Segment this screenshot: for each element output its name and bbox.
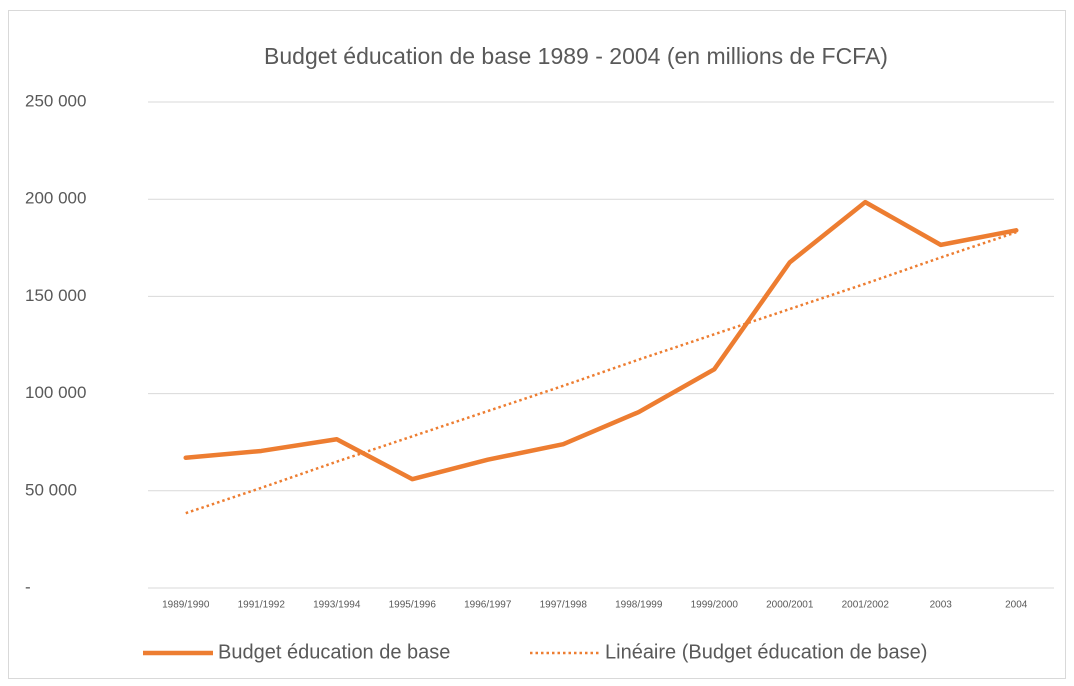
x-tick-label: 1998/1999 [615, 600, 663, 611]
x-tick-label: 1999/2000 [691, 600, 739, 611]
y-tick-label: 50 000 [25, 480, 77, 499]
y-tick-label: - [25, 577, 31, 596]
x-tick-label: 2004 [1005, 600, 1028, 611]
x-tick-label: 1989/1990 [162, 600, 210, 611]
x-tick-label: 1997/1998 [540, 600, 588, 611]
y-tick-label: 150 000 [25, 286, 86, 305]
chart-title: Budget éducation de base 1989 - 2004 (en… [264, 43, 888, 69]
chart-border [8, 10, 1066, 679]
y-tick-label: 100 000 [25, 383, 86, 402]
x-tick-label: 1991/1992 [238, 600, 286, 611]
x-tick-label: 1996/1997 [464, 600, 512, 611]
y-tick-label: 200 000 [25, 189, 86, 208]
data-line [183, 199, 1019, 482]
legend-label: Budget éducation de base [218, 641, 450, 663]
x-tick-label: 2000/2001 [766, 600, 814, 611]
y-tick-label: 250 000 [25, 91, 86, 110]
x-tick-label: 2001/2002 [842, 600, 890, 611]
x-tick-label: 1993/1994 [313, 600, 361, 611]
x-tick-label: 2003 [930, 600, 953, 611]
legend-label: Linéaire (Budget éducation de base) [605, 641, 927, 663]
x-tick-label: 1995/1996 [389, 600, 437, 611]
